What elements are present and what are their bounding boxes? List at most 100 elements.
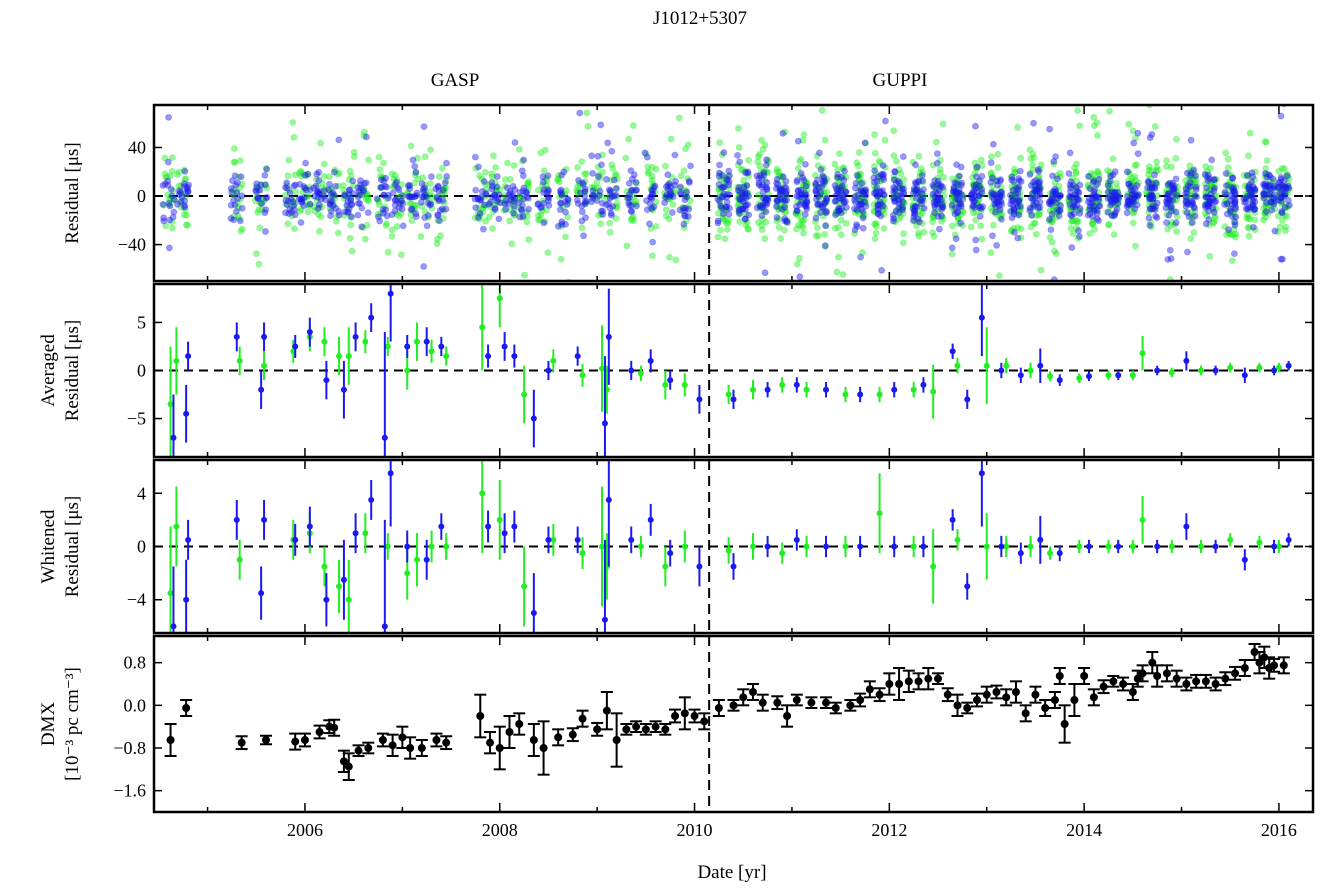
- residual-point: [365, 156, 373, 164]
- residual-point: [880, 196, 888, 204]
- x-tick-label: 2012: [871, 820, 907, 840]
- data-point: [779, 381, 786, 388]
- residual-point: [581, 185, 589, 193]
- residual-point: [575, 179, 583, 187]
- residual-point: [665, 179, 673, 187]
- residual-point: [262, 165, 270, 173]
- residual-point: [389, 189, 397, 197]
- residual-point: [837, 231, 845, 239]
- residual-point: [948, 222, 956, 230]
- data-point: [930, 563, 937, 570]
- residual-point: [952, 235, 960, 243]
- residual-point: [1225, 226, 1233, 234]
- data-point: [1139, 516, 1146, 523]
- residual-point: [913, 217, 921, 225]
- residual-point: [557, 190, 565, 198]
- residual-point: [894, 192, 902, 200]
- residual-point: [290, 225, 298, 233]
- residual-point: [811, 218, 819, 226]
- data-point: [1153, 672, 1162, 680]
- residual-point: [320, 184, 328, 192]
- residual-point: [838, 182, 846, 190]
- residual-point: [951, 179, 959, 187]
- residual-point: [1166, 246, 1174, 254]
- residual-point: [356, 199, 364, 207]
- residual-point: [1113, 185, 1121, 193]
- residual-point: [1069, 197, 1077, 205]
- data-point: [315, 728, 324, 736]
- residual-point: [833, 187, 841, 195]
- residual-point: [992, 210, 1000, 218]
- residual-point: [582, 170, 590, 178]
- residual-point: [1067, 205, 1075, 213]
- residual-point: [1095, 198, 1103, 206]
- residual-point: [775, 215, 783, 223]
- residual-point: [814, 201, 822, 209]
- residual-point: [362, 195, 370, 203]
- data-point: [846, 701, 855, 710]
- residual-point: [1027, 155, 1035, 163]
- residual-point: [855, 148, 863, 156]
- residual-point: [992, 196, 1000, 204]
- data-point: [173, 357, 180, 364]
- data-point: [934, 674, 943, 683]
- residual-point: [733, 183, 741, 191]
- residual-point: [506, 217, 514, 225]
- data-point: [321, 338, 328, 345]
- data-point: [1183, 523, 1190, 530]
- residual-point: [797, 155, 805, 163]
- residual-point: [472, 186, 480, 194]
- residual-point: [997, 183, 1005, 191]
- residual-point: [870, 207, 878, 215]
- residual-point: [972, 236, 980, 244]
- residual-point: [1224, 155, 1232, 163]
- data-point: [739, 693, 748, 702]
- data-point: [1085, 373, 1092, 380]
- residual-point: [929, 229, 937, 237]
- residual-point: [541, 217, 549, 225]
- residual-point: [1069, 181, 1077, 189]
- data-point: [1168, 543, 1175, 550]
- residual-point: [404, 182, 412, 190]
- residual-point: [949, 200, 957, 208]
- residual-point: [672, 256, 680, 264]
- residual-point: [823, 188, 831, 196]
- residual-point: [376, 166, 384, 174]
- data-point: [696, 563, 703, 570]
- residual-point: [426, 180, 434, 188]
- residual-point: [851, 205, 859, 213]
- residual-point: [1108, 196, 1116, 204]
- data-point: [998, 543, 1005, 550]
- residual-point: [648, 176, 656, 184]
- residual-point: [896, 212, 904, 220]
- residual-point: [995, 207, 1003, 215]
- residual-point: [1167, 207, 1175, 215]
- residual-point: [298, 169, 306, 177]
- x-tick-label: 2010: [677, 820, 713, 840]
- residual-point: [1091, 202, 1099, 210]
- residual-point: [486, 203, 494, 211]
- residual-point: [626, 197, 634, 205]
- residual-point: [860, 189, 868, 197]
- residual-point: [735, 207, 743, 215]
- data-point: [628, 367, 635, 374]
- residual-point: [973, 163, 981, 171]
- residual-point: [669, 201, 677, 209]
- residual-point: [919, 178, 927, 186]
- residual-point: [736, 210, 744, 218]
- residual-point: [609, 192, 617, 200]
- residual-point: [796, 171, 804, 179]
- residual-point: [971, 192, 979, 200]
- residual-point: [975, 183, 983, 191]
- backend-label-left: GASP: [431, 70, 480, 91]
- residual-point: [722, 219, 730, 227]
- residual-point: [256, 199, 264, 207]
- residual-point: [956, 199, 964, 207]
- residual-point: [1031, 219, 1039, 227]
- residual-point: [168, 218, 176, 226]
- residual-point: [742, 210, 750, 218]
- residual-point: [821, 136, 829, 144]
- residual-point: [916, 172, 924, 180]
- data-point: [539, 744, 548, 752]
- residual-point: [837, 200, 845, 208]
